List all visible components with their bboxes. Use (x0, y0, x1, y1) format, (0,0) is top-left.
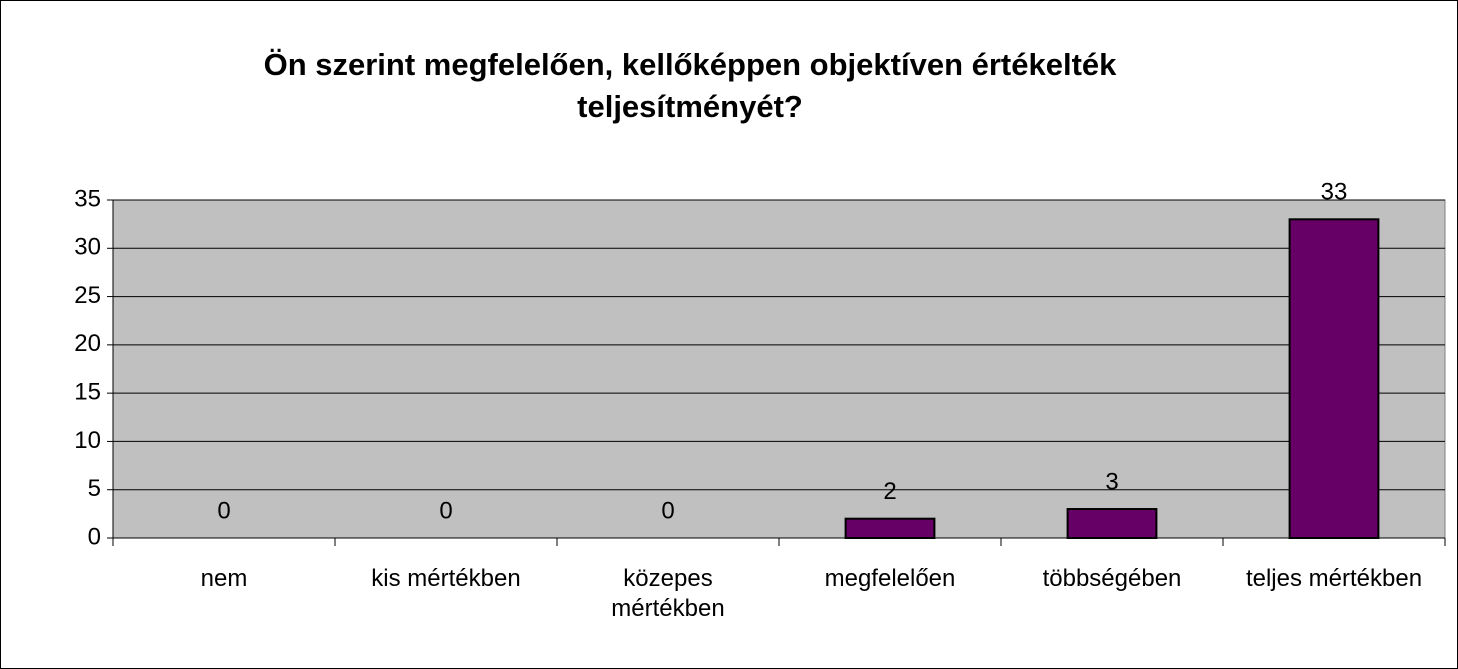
x-tick-label: többségében (1042, 565, 1182, 592)
y-tick-label: 10 (74, 427, 101, 454)
data-label: 0 (217, 497, 230, 524)
y-tick-label: 30 (74, 234, 101, 261)
data-label: 0 (439, 497, 452, 524)
x-tick-label: teljes mértékben (1245, 565, 1423, 592)
x-tick-label: közepes mértékben (611, 565, 725, 622)
bar (844, 517, 936, 540)
y-tick-label: 35 (74, 185, 101, 212)
y-tick-label: 15 (74, 378, 101, 405)
y-tick-label: 5 (88, 475, 101, 502)
y-tick-label: 0 (88, 523, 101, 550)
data-label: 0 (661, 497, 674, 524)
x-tick-label: megfelelően (824, 565, 956, 592)
bar (1288, 218, 1380, 539)
x-tick-label: kis mértékben (371, 565, 521, 592)
x-tick-label: nem (200, 565, 248, 592)
y-tick-label: 25 (74, 282, 101, 309)
y-tick-label: 20 (74, 330, 101, 357)
plot-area (112, 199, 1446, 539)
data-label: 3 (1105, 468, 1118, 495)
chart-title: Ön szerint megfelelően, kellőképpen obje… (263, 47, 1117, 124)
data-label: 2 (883, 478, 896, 505)
bar (1066, 508, 1158, 539)
data-label: 33 (1321, 179, 1348, 206)
